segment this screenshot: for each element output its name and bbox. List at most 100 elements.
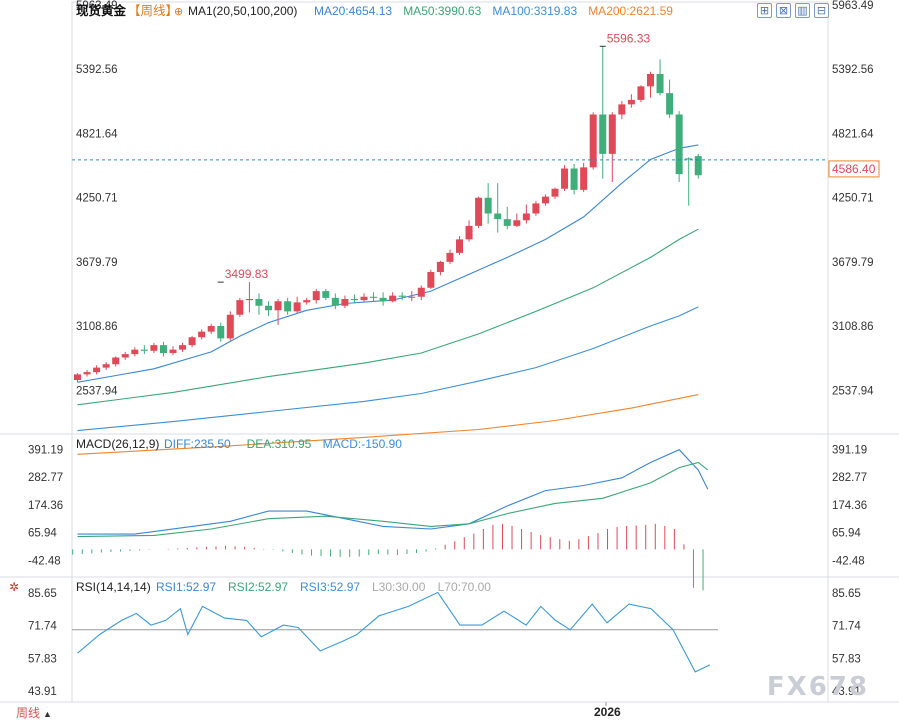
rsi-legend-item: RSI2:52.97 bbox=[228, 580, 288, 594]
candle-body bbox=[446, 252, 454, 262]
candle-body bbox=[284, 301, 292, 312]
rsi-y-tick-right: 85.65 bbox=[832, 588, 861, 600]
candle-body bbox=[217, 326, 225, 339]
y-tick-label-right: 4821.64 bbox=[832, 128, 874, 140]
candle-body bbox=[561, 168, 569, 189]
y-tick-label-left: 3679.79 bbox=[76, 257, 118, 269]
ma-legend-item: MA20:4654.13 bbox=[314, 4, 392, 18]
candle-body bbox=[475, 197, 483, 226]
period-selector-button[interactable]: 周线 ▲ bbox=[2, 704, 56, 722]
macd-dea-line bbox=[77, 461, 709, 538]
candle-body bbox=[675, 114, 683, 175]
candle-body bbox=[551, 188, 559, 197]
macd-legend-item: DEA:310.95 bbox=[247, 437, 312, 451]
ma-line-ma20 bbox=[77, 144, 699, 383]
candle-body bbox=[408, 296, 416, 298]
rsi-indicator-name: RSI(14,14,14) bbox=[76, 580, 151, 594]
high-annotation: 3499.83 bbox=[225, 267, 269, 281]
y-tick-label-right: 3108.86 bbox=[832, 321, 874, 333]
macd-y-tick-right: 65.94 bbox=[832, 528, 861, 540]
candle-body bbox=[417, 287, 425, 297]
instrument-title: 现货黄金 bbox=[76, 3, 127, 18]
ma-legend-item: MA200:2621.59 bbox=[588, 4, 673, 18]
settings-icon: ⊕ bbox=[174, 6, 183, 18]
y-tick-label-left: 4250.71 bbox=[76, 193, 118, 205]
rsi-y-tick-left: 43.91 bbox=[28, 686, 57, 698]
candle-body bbox=[274, 301, 282, 311]
chart-type-icon[interactable]: ▥ bbox=[795, 3, 810, 18]
zoom-in-icon[interactable]: ⊞ bbox=[757, 3, 772, 18]
candle-body bbox=[484, 197, 492, 214]
candle-body bbox=[694, 156, 702, 176]
candle-body bbox=[627, 99, 635, 105]
candle-body bbox=[312, 291, 320, 301]
macd-legend-item: MACD:-150.90 bbox=[323, 437, 403, 451]
fullscreen-icon[interactable]: ⊟ bbox=[814, 3, 829, 18]
rsi-y-tick-right: 57.83 bbox=[832, 653, 861, 665]
candle-body bbox=[255, 299, 263, 306]
ma-line-ma100 bbox=[77, 306, 699, 432]
candle-body bbox=[83, 372, 91, 375]
rsi-y-tick-left: 85.65 bbox=[28, 588, 57, 600]
y-tick-label-right: 4250.71 bbox=[832, 193, 874, 205]
candle-body bbox=[608, 114, 616, 154]
candle-body bbox=[541, 196, 549, 204]
rsi-line bbox=[77, 591, 711, 673]
candle-body bbox=[188, 337, 196, 346]
macd-y-tick-left: 391.19 bbox=[28, 444, 63, 456]
candle-body bbox=[456, 239, 463, 253]
candle-body bbox=[685, 158, 693, 160]
macd-y-tick-right: -42.48 bbox=[832, 555, 865, 567]
macd-diff-line bbox=[77, 449, 709, 535]
candle-body bbox=[207, 326, 215, 332]
candle-body bbox=[293, 302, 301, 312]
candle-body bbox=[102, 364, 110, 368]
macd-y-tick-left: 65.94 bbox=[28, 528, 57, 540]
rsi-y-tick-left: 57.83 bbox=[28, 653, 57, 665]
candle-body bbox=[121, 354, 129, 358]
candle-body bbox=[331, 297, 339, 306]
candle-body bbox=[618, 104, 626, 115]
indicator-name: MA1(20,50,100,200) bbox=[188, 4, 297, 18]
candle-body bbox=[112, 357, 120, 365]
chart-frame bbox=[71, 1, 829, 703]
watermark-logo: FX678 bbox=[766, 672, 869, 702]
candle-body bbox=[198, 331, 206, 338]
candle-body bbox=[93, 367, 101, 373]
candle-body bbox=[532, 203, 540, 214]
candle-body bbox=[513, 220, 521, 226]
candle-body bbox=[589, 114, 597, 168]
candle-body bbox=[580, 167, 588, 190]
candle-body bbox=[360, 296, 368, 301]
macd-y-tick-right: 174.36 bbox=[832, 500, 867, 512]
current-price-box bbox=[828, 160, 880, 178]
candle-body bbox=[436, 261, 444, 272]
ma-line-ma200 bbox=[77, 394, 699, 455]
current-price-label: 4586.40 bbox=[832, 162, 876, 176]
candle-body bbox=[427, 272, 435, 288]
macd-y-tick-right: 282.77 bbox=[832, 472, 867, 484]
candle-body bbox=[656, 74, 664, 94]
zoom-out-icon[interactable]: ⊠ bbox=[776, 3, 791, 18]
y-tick-label-left: 2537.94 bbox=[76, 385, 118, 397]
chart-toolbar: ⊞ ⊠ ▥ ⊟ bbox=[757, 3, 829, 18]
period-tag: 【周线】 bbox=[128, 4, 178, 18]
macd-legend-item: DIFF:235.50 bbox=[164, 437, 231, 451]
candle-body bbox=[522, 213, 530, 221]
triangle-up-icon: ▲ bbox=[43, 709, 52, 719]
candle-body bbox=[74, 374, 81, 380]
candle-body bbox=[322, 291, 330, 298]
candle-body bbox=[494, 213, 502, 220]
y-tick-label-left: 4821.64 bbox=[76, 128, 118, 140]
candle-body bbox=[265, 305, 272, 311]
rsi-legend-item: L70:70.00 bbox=[438, 580, 492, 594]
candle-body bbox=[465, 225, 473, 240]
rsi-legend-item: L30:30.00 bbox=[372, 580, 426, 594]
ma-line-ma50 bbox=[77, 228, 699, 406]
candle-body bbox=[159, 345, 167, 353]
gear-icon[interactable]: ✲ bbox=[9, 580, 20, 594]
candle-body bbox=[150, 345, 158, 351]
rsi-legend-item: RSI1:52.97 bbox=[156, 580, 216, 594]
y-tick-label-left: 3108.86 bbox=[76, 321, 118, 333]
